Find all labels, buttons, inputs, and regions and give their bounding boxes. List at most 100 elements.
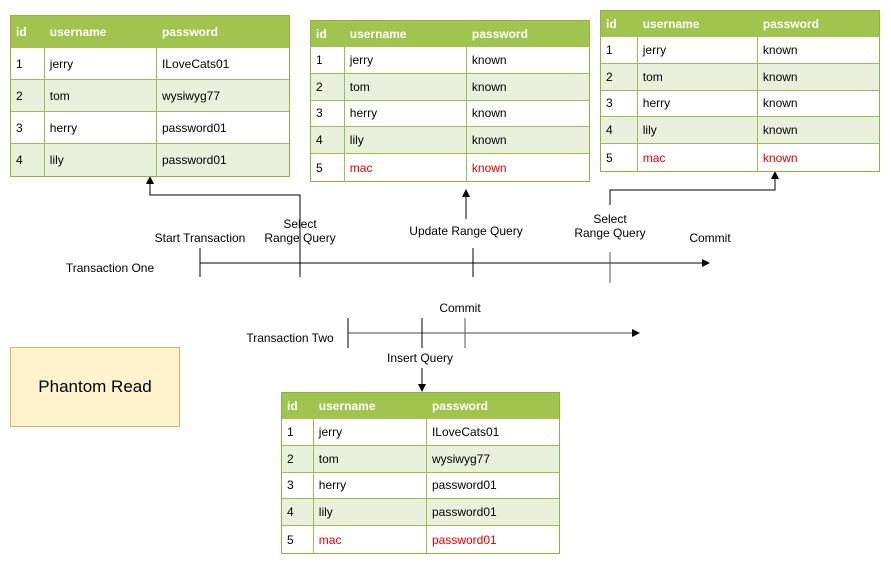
table-cell: 2 — [601, 63, 638, 91]
table-row: 1 jerry known — [311, 47, 589, 74]
table-cell: ILoveCats01 — [426, 419, 559, 446]
table-header: id username password — [601, 11, 879, 37]
table-cell: jerry — [313, 419, 427, 446]
event-commit-two: Commit — [439, 301, 481, 315]
table-row: 3 herry known — [311, 100, 589, 128]
table-cell: herry — [344, 100, 467, 128]
table-cell: 3 — [601, 90, 638, 118]
table-row: 2 tom wysiwyg77 — [282, 445, 559, 473]
table-cell: lily — [45, 144, 157, 176]
table-cell: tom — [344, 73, 467, 101]
event-insert-query: Insert Query — [386, 351, 454, 365]
table-cell: wysiwyg77 — [156, 80, 289, 112]
table-row: 2 tom wysiwyg77 — [11, 80, 289, 112]
table-cell: herry — [44, 112, 157, 144]
timeline-two-label: Transaction Two — [246, 331, 334, 345]
table-cell: 1 — [601, 37, 638, 64]
table-cell: jerry — [344, 47, 467, 74]
column-header: username — [313, 393, 427, 419]
table-row: 5 mac known — [601, 144, 879, 171]
table-cell: ILoveCats01 — [156, 48, 289, 80]
table-row: 3 herry password01 — [282, 472, 559, 500]
table-cell: jerry — [637, 37, 758, 64]
column-header: id — [311, 21, 345, 47]
column-header: password — [757, 11, 879, 37]
table-initial: id username password 1 jerry ILoveCats01 2 tom w… — [10, 15, 290, 177]
table-cell: password01 — [161, 153, 227, 167]
arrow-select-1 — [146, 176, 301, 248]
column-header: id — [11, 16, 45, 48]
table-cell: tom — [44, 80, 157, 112]
table-cell: 1 — [11, 48, 45, 80]
table-row: 4 lily known — [311, 127, 589, 155]
table-cell: lily — [313, 499, 427, 527]
phantom-read-note: Phantom Read — [10, 347, 180, 427]
table-cell: lily — [344, 127, 467, 155]
table-row: 4 lily password01 — [11, 144, 289, 176]
table-header: id username password — [11, 16, 289, 48]
table-row: 2 tom known — [311, 73, 589, 101]
table-cell: mac — [314, 526, 427, 553]
table-row: 1 jerry ILoveCats01 — [11, 48, 289, 80]
timeline-one-label: Transaction One — [65, 261, 155, 275]
column-header: password — [466, 21, 589, 47]
column-header: username — [344, 21, 467, 47]
table-row: 4 lily known — [601, 117, 879, 145]
table-cell: 5 — [282, 526, 314, 553]
table-after-update: id username password 1 jerry known 2 tom known 3 h… — [310, 20, 590, 182]
table-header: id username password — [311, 21, 589, 47]
table-cell: known — [757, 37, 879, 64]
table-cell: known — [466, 101, 589, 128]
table-cell: password01 — [156, 112, 289, 144]
table-cell: wysiwyg77 — [426, 446, 559, 473]
table-cell: known — [757, 91, 879, 118]
table-row: 3 herry known — [601, 90, 879, 118]
event-update-range-query: Update Range Query — [409, 224, 523, 238]
table-cell: 1 — [311, 47, 345, 74]
table-row: 1 jerry known — [601, 37, 879, 64]
event-commit-one: Commit — [689, 231, 731, 245]
table-cell: jerry — [44, 48, 157, 80]
table-cell: password01 — [426, 499, 559, 527]
table-cell: password01 — [431, 532, 497, 547]
table-second-select: id username password 1 jerry known 2 tom known 3 h… — [600, 10, 880, 172]
table-cell: known — [466, 74, 589, 101]
phantom-read-title: Phantom Read — [38, 377, 152, 396]
table-cell: 1 — [282, 419, 314, 446]
table-cell: mac — [638, 144, 758, 171]
table-cell: known — [471, 160, 507, 175]
table-cell: tom — [313, 445, 427, 473]
table-cell: 2 — [282, 445, 314, 473]
table-cell: herry — [637, 90, 758, 118]
table-cell: 5 — [601, 144, 638, 171]
column-header: id — [601, 11, 638, 37]
table-cell: password01 — [426, 473, 559, 500]
column-header: password — [156, 16, 289, 48]
table-cell: known — [757, 117, 879, 145]
table-cell: 2 — [311, 73, 345, 101]
table-cell: 3 — [282, 472, 314, 500]
table-after-insert: id username password 1 jerry ILoveCats01 2 tom w… — [281, 392, 560, 554]
table-row: 3 herry password01 — [11, 112, 289, 144]
table-cell: 4 — [311, 127, 345, 155]
table-cell: tom — [637, 63, 758, 91]
table-row: 5 mac password01 — [282, 526, 559, 553]
table-header: id username password — [282, 393, 559, 419]
table-cell: herry — [313, 472, 427, 500]
table-row: 1 jerry ILoveCats01 — [282, 419, 559, 446]
table-cell: known — [762, 150, 798, 165]
table-cell: 3 — [11, 112, 45, 144]
table-cell: 3 — [311, 100, 345, 128]
event-start-transaction: Start Transaction — [154, 231, 246, 245]
table-row: 5 mac known — [311, 154, 589, 181]
table-cell: 5 — [311, 154, 345, 181]
table-cell: lily — [637, 117, 758, 145]
table-row: 2 tom known — [601, 63, 879, 91]
event-select-range-query-2: Select Range Query — [574, 212, 646, 240]
table-cell: known — [757, 64, 879, 91]
table-row: 4 lily password01 — [282, 499, 559, 527]
arrow-select-2 — [609, 171, 779, 205]
column-header: username — [637, 11, 758, 37]
